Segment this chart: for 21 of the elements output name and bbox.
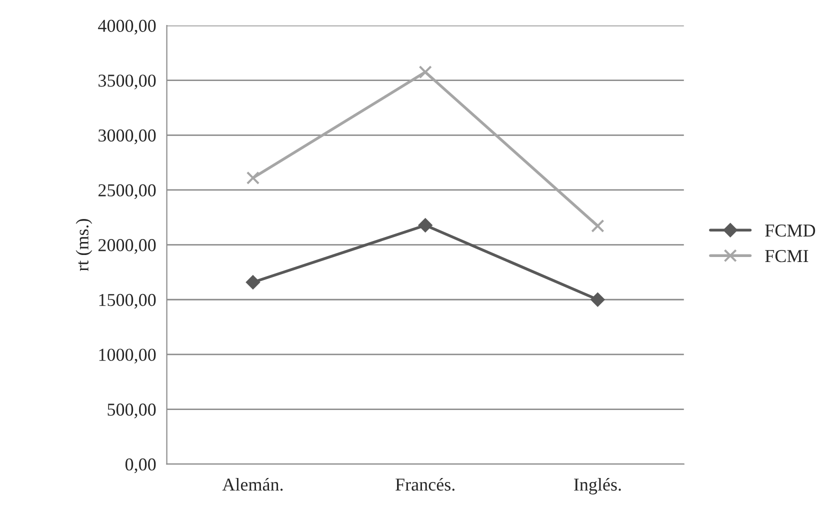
point [591, 219, 604, 233]
y-tick-label: 500,00 [108, 404, 156, 418]
y-tick-label: 0,00 [125, 458, 156, 474]
point [246, 275, 260, 290]
y-tick-label: 4000,00 [98, 20, 156, 35]
x-tick-label: Francés. [396, 478, 454, 491]
point [246, 171, 260, 185]
x-tick-label: Inglés. [574, 478, 621, 494]
y-tick-label: 2500,00 [98, 184, 156, 200]
x-tick-label: Alemán. [222, 478, 283, 491]
point [418, 66, 432, 79]
y-tick-label: 1500,00 [99, 294, 156, 309]
y-tick-label: 1000,00 [99, 348, 156, 364]
point [418, 218, 432, 232]
y-tick-label: 3500,00 [98, 74, 156, 90]
y-tick-label: 2000,00 [98, 239, 156, 254]
y-axis-title: rt (ms.) [76, 219, 92, 272]
y-tick-label: 3000,00 [98, 129, 156, 144]
legend-label: FCMI [765, 250, 808, 262]
point [590, 292, 605, 307]
legend-label: FCMD [765, 224, 816, 237]
